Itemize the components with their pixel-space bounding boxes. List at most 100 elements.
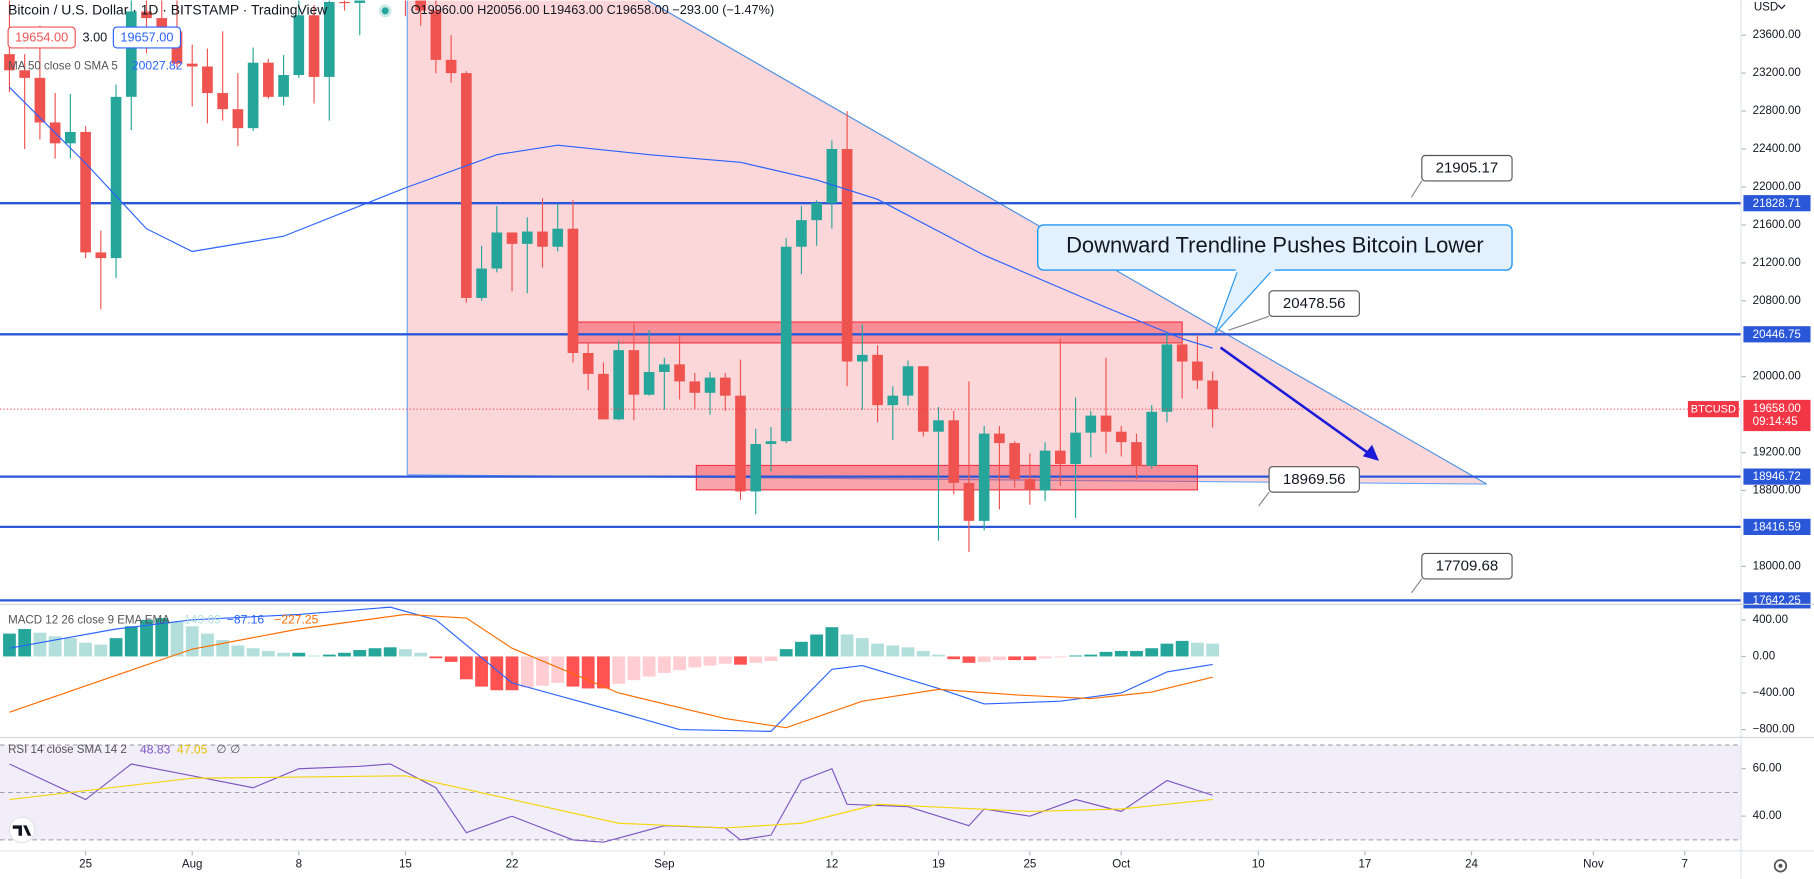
- ask-box[interactable]: [112, 26, 182, 49]
- histogram-bar: [18, 629, 32, 657]
- bid-box[interactable]: [7, 26, 76, 49]
- histogram-bar: [795, 641, 808, 657]
- overlay: Downward Trendline Pushes Bitcoin Lower …: [1037, 154, 1513, 594]
- x-tick-label: 24: [1465, 859, 1478, 871]
- candle-body: [552, 228, 564, 247]
- symbol-title: Bitcoin / U.S. Dollar · 1D · BITSTAMP · …: [8, 2, 328, 18]
- rsi-line: [9, 775, 1213, 829]
- candle-body: [750, 444, 762, 492]
- histogram-bar: [1160, 643, 1174, 657]
- last-price-label: 19658.00: [1753, 403, 1801, 415]
- histogram-bar: [1038, 656, 1052, 659]
- histogram-bar: [962, 656, 976, 663]
- y-tick-label: 21200.00: [1753, 257, 1801, 269]
- candle-body: [125, 11, 137, 97]
- histogram-bar: [703, 656, 717, 666]
- histogram-bar: [1191, 642, 1204, 657]
- y-tick-label: 18000.00: [1753, 560, 1801, 572]
- histogram-bar: [566, 656, 580, 687]
- histogram-bar: [322, 654, 336, 657]
- candle-body: [1039, 450, 1051, 491]
- candle-body: [1176, 344, 1188, 362]
- x-tick-label: 17: [1359, 859, 1372, 871]
- histogram-bar: [840, 634, 854, 657]
- status-dot: [381, 7, 389, 15]
- histogram-bar: [201, 633, 214, 657]
- callout-leader: [1410, 578, 1423, 594]
- moving-average: [9, 86, 1213, 349]
- x-tick-label: Aug: [182, 859, 203, 871]
- tv-logo[interactable]: [8, 816, 36, 844]
- arrow-head: [1362, 444, 1380, 461]
- histogram-bar: [749, 656, 763, 663]
- x-tick-label: Oct: [1112, 859, 1131, 871]
- candle-body: [521, 231, 533, 244]
- annotation-joint: [1235, 267, 1275, 273]
- histogram-bar: [947, 656, 961, 660]
- histogram-bar: [1130, 650, 1143, 657]
- histogram-bar: [657, 656, 671, 673]
- callout-text: 18969.56: [1283, 471, 1346, 488]
- y-tick-label: 20800.00: [1753, 295, 1801, 307]
- histogram-bar: [246, 648, 260, 657]
- histogram-bar: [1099, 651, 1113, 657]
- y-tick-label: 19200.00: [1753, 447, 1801, 459]
- level-label-bg: [1743, 326, 1811, 343]
- histogram-bar: [170, 621, 184, 657]
- histogram-bar: [1206, 643, 1220, 657]
- level-label: 17642.25: [1753, 595, 1801, 607]
- candle-body: [308, 15, 320, 77]
- histogram-bar: [520, 656, 534, 688]
- callout-leader: [1410, 180, 1423, 198]
- candle-body: [613, 350, 624, 420]
- histogram-bar: [124, 626, 138, 657]
- level-label: 20446.75: [1753, 329, 1801, 341]
- x-tick-label: 12: [825, 859, 838, 871]
- histogram-bar: [581, 656, 595, 689]
- x-tick-label: 15: [399, 859, 412, 871]
- candle-body: [415, 0, 426, 11]
- histogram-bar: [231, 645, 245, 657]
- candle-body: [674, 364, 685, 382]
- y-tick-label: 18800.00: [1753, 485, 1801, 497]
- histogram-bar: [642, 656, 656, 677]
- candle-body: [567, 228, 579, 353]
- callout-leader: [1258, 491, 1270, 507]
- level-label: 18946.72: [1753, 471, 1801, 483]
- candle-body: [689, 381, 701, 393]
- histogram-bar: [1175, 640, 1189, 657]
- histogram-bar: [505, 656, 519, 691]
- histogram-bar: [490, 656, 504, 691]
- histogram-bar: [551, 656, 565, 683]
- macd-hist-value: 140.09: [184, 613, 221, 627]
- candle-body: [994, 433, 1005, 444]
- macd-line: [9, 613, 1213, 729]
- candle-body: [902, 366, 914, 396]
- candle-body: [1115, 431, 1127, 443]
- histogram-bar: [368, 648, 382, 657]
- candle-body: [1100, 415, 1112, 432]
- callout-text: 21905.17: [1436, 160, 1499, 177]
- histogram-bar: [597, 656, 610, 689]
- ohlc: O19960.00 H20056.00 L19463.00 C19658.00 …: [411, 2, 775, 17]
- rsi-extra: ∅: [230, 744, 240, 756]
- currency[interactable]: USD: [1754, 1, 1778, 13]
- histogram-bar: [916, 650, 930, 657]
- arrow: [1219, 346, 1376, 459]
- callout-text: 20478.56: [1283, 295, 1346, 312]
- candle-body: [202, 66, 213, 94]
- legend: Bitcoin / U.S. Dollar · 1D · BITSTAMP · …: [7, 2, 775, 756]
- y-tick-label: −400.00: [1753, 687, 1795, 699]
- histogram-bar: [1008, 656, 1022, 661]
- candle-body: [765, 441, 777, 445]
- candle-body: [826, 149, 838, 204]
- histogram-bar: [993, 656, 1006, 661]
- candle-body: [506, 232, 518, 244]
- histogram-bar: [764, 656, 778, 662]
- histogram-bar: [475, 656, 488, 687]
- x-tick-label: 19: [932, 859, 945, 871]
- settings-icon[interactable]: [1773, 859, 1788, 873]
- candle-body: [978, 433, 990, 521]
- histogram-bar: [779, 649, 793, 657]
